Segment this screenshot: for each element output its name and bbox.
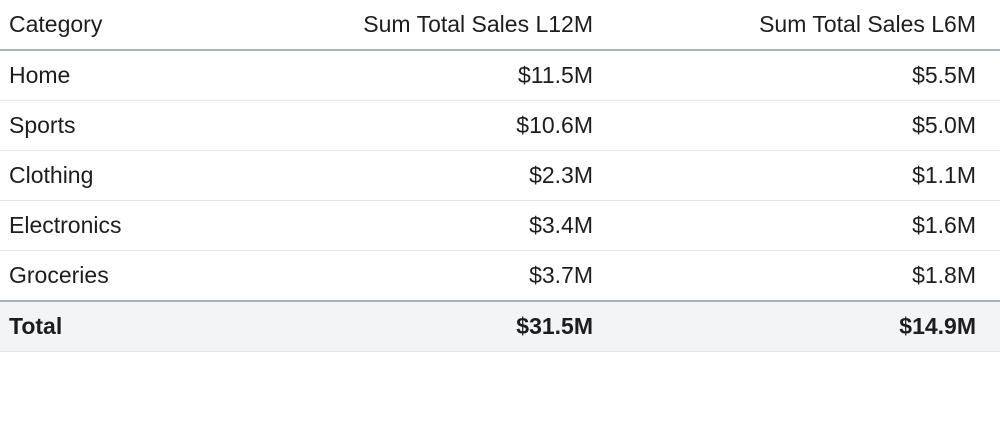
table-row: Clothing $2.3M $1.1M xyxy=(0,150,1000,201)
sales-l6m-cell: $5.5M xyxy=(617,50,1000,101)
sales-l12m-cell: $10.6M xyxy=(222,100,617,151)
table-body: Home $11.5M $5.5M Sports $10.6M $5.0M Cl… xyxy=(0,50,1000,302)
table-footer: Total $31.5M $14.9M xyxy=(0,300,1000,352)
column-header-sales-l12m[interactable]: Sum Total Sales L12M xyxy=(222,0,617,51)
category-cell: Electronics xyxy=(0,200,222,251)
sales-l12m-cell: $11.5M xyxy=(222,50,617,101)
column-header-category[interactable]: Category xyxy=(0,0,222,51)
sales-l12m-cell: $2.3M xyxy=(222,150,617,201)
category-cell: Groceries xyxy=(0,250,222,302)
total-label: Total xyxy=(0,300,222,352)
sales-l12m-cell: $3.7M xyxy=(222,250,617,302)
table-row: Home $11.5M $5.5M xyxy=(0,50,1000,101)
sales-table: Category Sum Total Sales L12M Sum Total … xyxy=(0,0,1000,352)
sales-l6m-cell: $5.0M xyxy=(617,100,1000,151)
sales-l6m-cell: $1.6M xyxy=(617,200,1000,251)
header-row: Category Sum Total Sales L12M Sum Total … xyxy=(0,0,1000,51)
table-row: Electronics $3.4M $1.6M xyxy=(0,200,1000,251)
table-row: Sports $10.6M $5.0M xyxy=(0,100,1000,151)
total-sales-l6m: $14.9M xyxy=(617,300,1000,352)
table-row: Groceries $3.7M $1.8M xyxy=(0,250,1000,302)
table-header: Category Sum Total Sales L12M Sum Total … xyxy=(0,0,1000,51)
category-cell: Sports xyxy=(0,100,222,151)
sales-l6m-cell: $1.1M xyxy=(617,150,1000,201)
category-cell: Clothing xyxy=(0,150,222,201)
category-cell: Home xyxy=(0,50,222,101)
total-row: Total $31.5M $14.9M xyxy=(0,300,1000,352)
sales-l6m-cell: $1.8M xyxy=(617,250,1000,302)
column-header-sales-l6m[interactable]: Sum Total Sales L6M xyxy=(617,0,1000,51)
total-sales-l12m: $31.5M xyxy=(222,300,617,352)
sales-l12m-cell: $3.4M xyxy=(222,200,617,251)
